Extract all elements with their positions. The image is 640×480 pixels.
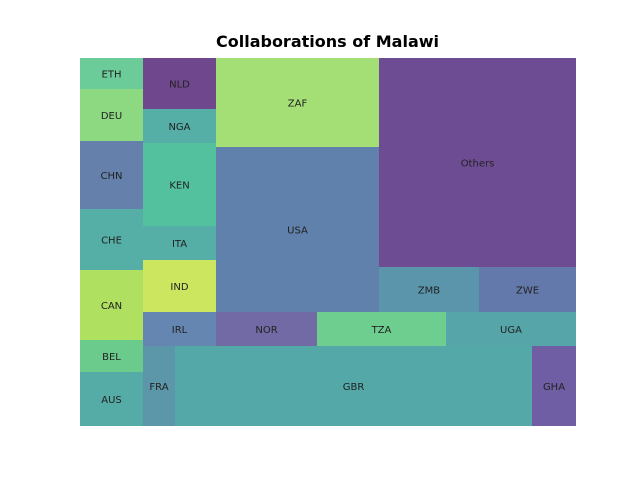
treemap-label-zaf: ZAF <box>288 99 308 110</box>
treemap-rect-zaf <box>216 58 379 147</box>
treemap-cell-ind: IND <box>143 260 216 312</box>
treemap-cell-ken: KEN <box>143 143 216 226</box>
treemap-label-uga: UGA <box>500 325 522 336</box>
treemap-label-nor: NOR <box>255 325 277 336</box>
treemap-label-che: CHE <box>101 236 122 247</box>
treemap-rect-nld <box>143 58 216 109</box>
treemap-label-irl: IRL <box>172 325 188 336</box>
treemap-cell-ita: ITA <box>143 226 216 260</box>
treemap-label-others: Others <box>461 159 495 170</box>
treemap-cell-deu: DEU <box>80 89 143 141</box>
treemap-rect-fra <box>143 346 175 426</box>
treemap-rect-gbr <box>175 346 532 426</box>
treemap-label-ken: KEN <box>169 181 189 192</box>
treemap-rect-ind <box>143 260 216 312</box>
treemap-cell-aus: AUS <box>80 372 143 426</box>
treemap-rect-zmb <box>379 267 479 312</box>
treemap-rect-uga <box>446 312 576 346</box>
treemap-label-ind: IND <box>170 282 188 293</box>
treemap-rect-nor <box>216 312 317 346</box>
treemap-label-zmb: ZMB <box>418 286 440 297</box>
treemap-cell-chn: CHN <box>80 141 143 209</box>
treemap-cell-zwe: ZWE <box>479 267 576 312</box>
treemap-label-nld: NLD <box>169 80 190 91</box>
treemap-rect-ken <box>143 143 216 226</box>
treemap-rect-can <box>80 270 143 340</box>
treemap-rect-bel <box>80 340 143 372</box>
chart-title: Collaborations of Malawi <box>215 32 440 51</box>
treemap-label-nga: NGA <box>168 122 190 133</box>
treemap-cell-che: CHE <box>80 209 143 270</box>
treemap-rect-others <box>379 58 576 267</box>
treemap-rect-tza <box>317 312 446 346</box>
treemap-label-zwe: ZWE <box>516 286 539 297</box>
treemap-cell-fra: FRA <box>143 346 175 426</box>
treemap-label-usa: USA <box>287 226 308 237</box>
treemap-label-eth: ETH <box>102 70 122 81</box>
treemap-label-chn: CHN <box>101 171 123 182</box>
treemap-cell-gha: GHA <box>532 346 576 426</box>
treemap-cell-nor: NOR <box>216 312 317 346</box>
treemap-rect-aus <box>80 372 143 426</box>
treemap-cell-tza: TZA <box>317 312 446 346</box>
treemap-cell-others: Others <box>379 58 576 267</box>
treemap-rect-deu <box>80 89 143 141</box>
treemap-rect-gha <box>532 346 576 426</box>
treemap-label-aus: AUS <box>101 395 122 406</box>
treemap-rect-che <box>80 209 143 270</box>
treemap-cell-irl: IRL <box>143 312 216 346</box>
treemap-label-ita: ITA <box>172 239 187 250</box>
treemap-rect-usa <box>216 147 379 312</box>
treemap-cell-gbr: GBR <box>175 346 532 426</box>
treemap-label-deu: DEU <box>101 111 122 122</box>
treemap-label-tza: TZA <box>371 325 392 336</box>
treemap-cell-zaf: ZAF <box>216 58 379 147</box>
treemap-label-bel: BEL <box>102 352 121 363</box>
treemap-label-gbr: GBR <box>343 382 365 393</box>
treemap-rect-nga <box>143 109 216 143</box>
treemap-rect-chn <box>80 141 143 209</box>
treemap-cell-bel: BEL <box>80 340 143 372</box>
treemap-rect-irl <box>143 312 216 346</box>
treemap-label-gha: GHA <box>543 382 565 393</box>
treemap-cell-usa: USA <box>216 147 379 312</box>
treemap-label-can: CAN <box>101 301 122 312</box>
treemap-cell-uga: UGA <box>446 312 576 346</box>
treemap-rect-zwe <box>479 267 576 312</box>
treemap-rect-ita <box>143 226 216 260</box>
treemap-cell-nld: NLD <box>143 58 216 109</box>
treemap-cell-zmb: ZMB <box>379 267 479 312</box>
treemap-cell-nga: NGA <box>143 109 216 143</box>
treemap-cell-can: CAN <box>80 270 143 340</box>
treemap-cell-eth: ETH <box>80 58 143 89</box>
treemap-label-fra: FRA <box>149 382 168 393</box>
treemap-rect-eth <box>80 58 143 89</box>
